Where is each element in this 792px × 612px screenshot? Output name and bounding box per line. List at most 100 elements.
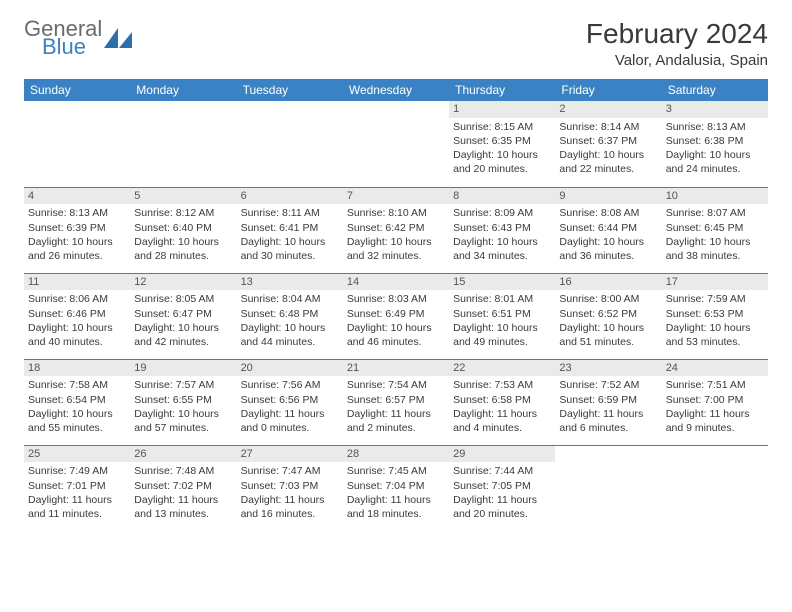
daylight-line: Daylight: 10 hours and 34 minutes. [453,235,551,263]
daylight-line: Daylight: 11 hours and 18 minutes. [347,493,445,521]
day-number: 25 [24,446,130,463]
daylight-line: Daylight: 10 hours and 53 minutes. [666,321,764,349]
daylight-line: Daylight: 10 hours and 55 minutes. [28,407,126,435]
sunrise-line: Sunrise: 8:09 AM [453,206,551,220]
day-number: 9 [555,188,661,205]
sunset-line: Sunset: 7:00 PM [666,393,764,407]
sunset-line: Sunset: 6:35 PM [453,134,551,148]
day-number: 26 [130,446,236,463]
sunset-line: Sunset: 6:59 PM [559,393,657,407]
sunrise-line: Sunrise: 8:04 AM [241,292,339,306]
day-number: 29 [449,446,555,463]
daylight-line: Daylight: 10 hours and 42 minutes. [134,321,232,349]
daylight-line: Daylight: 11 hours and 13 minutes. [134,493,232,521]
calendar-header-row: SundayMondayTuesdayWednesdayThursdayFrid… [24,79,768,101]
sunrise-line: Sunrise: 7:59 AM [666,292,764,306]
sunrise-line: Sunrise: 7:53 AM [453,378,551,392]
calendar-day-header: Friday [555,79,661,101]
sunset-line: Sunset: 6:58 PM [453,393,551,407]
daylight-line: Daylight: 10 hours and 26 minutes. [28,235,126,263]
calendar-week-row: 25Sunrise: 7:49 AMSunset: 7:01 PMDayligh… [24,445,768,531]
calendar-cell: 14Sunrise: 8:03 AMSunset: 6:49 PMDayligh… [343,273,449,359]
calendar-cell [343,101,449,187]
calendar-cell: 10Sunrise: 8:07 AMSunset: 6:45 PMDayligh… [662,187,768,273]
sunrise-line: Sunrise: 8:00 AM [559,292,657,306]
sunset-line: Sunset: 6:43 PM [453,221,551,235]
sunrise-line: Sunrise: 8:10 AM [347,206,445,220]
calendar-cell: 13Sunrise: 8:04 AMSunset: 6:48 PMDayligh… [237,273,343,359]
sunrise-line: Sunrise: 8:13 AM [28,206,126,220]
calendar-cell [130,101,236,187]
sunset-line: Sunset: 6:37 PM [559,134,657,148]
sunrise-line: Sunrise: 8:12 AM [134,206,232,220]
daylight-line: Daylight: 11 hours and 4 minutes. [453,407,551,435]
daylight-line: Daylight: 10 hours and 32 minutes. [347,235,445,263]
header: General Blue February 2024 Valor, Andalu… [24,18,768,69]
daylight-line: Daylight: 11 hours and 0 minutes. [241,407,339,435]
sunrise-line: Sunrise: 8:11 AM [241,206,339,220]
calendar-cell: 19Sunrise: 7:57 AMSunset: 6:55 PMDayligh… [130,359,236,445]
sunrise-line: Sunrise: 8:13 AM [666,120,764,134]
sunset-line: Sunset: 6:51 PM [453,307,551,321]
sunset-line: Sunset: 6:52 PM [559,307,657,321]
calendar-cell: 12Sunrise: 8:05 AMSunset: 6:47 PMDayligh… [130,273,236,359]
daylight-line: Daylight: 10 hours and 46 minutes. [347,321,445,349]
sunset-line: Sunset: 7:04 PM [347,479,445,493]
calendar-cell: 16Sunrise: 8:00 AMSunset: 6:52 PMDayligh… [555,273,661,359]
sunrise-line: Sunrise: 7:54 AM [347,378,445,392]
day-number: 2 [555,101,661,118]
calendar-cell: 1Sunrise: 8:15 AMSunset: 6:35 PMDaylight… [449,101,555,187]
calendar-cell [237,101,343,187]
calendar-day-header: Wednesday [343,79,449,101]
calendar-cell: 7Sunrise: 8:10 AMSunset: 6:42 PMDaylight… [343,187,449,273]
sunset-line: Sunset: 6:48 PM [241,307,339,321]
calendar-cell: 3Sunrise: 8:13 AMSunset: 6:38 PMDaylight… [662,101,768,187]
calendar-cell: 26Sunrise: 7:48 AMSunset: 7:02 PMDayligh… [130,445,236,531]
day-number: 1 [449,101,555,118]
sunset-line: Sunset: 6:56 PM [241,393,339,407]
calendar-week-row: 4Sunrise: 8:13 AMSunset: 6:39 PMDaylight… [24,187,768,273]
day-number: 6 [237,188,343,205]
sunset-line: Sunset: 6:45 PM [666,221,764,235]
sunrise-line: Sunrise: 7:44 AM [453,464,551,478]
calendar-cell: 11Sunrise: 8:06 AMSunset: 6:46 PMDayligh… [24,273,130,359]
day-number: 12 [130,274,236,291]
calendar-table: SundayMondayTuesdayWednesdayThursdayFrid… [24,79,768,531]
calendar-week-row: 18Sunrise: 7:58 AMSunset: 6:54 PMDayligh… [24,359,768,445]
day-number: 18 [24,360,130,377]
day-number: 22 [449,360,555,377]
sunrise-line: Sunrise: 7:51 AM [666,378,764,392]
sunset-line: Sunset: 6:54 PM [28,393,126,407]
calendar-cell: 8Sunrise: 8:09 AMSunset: 6:43 PMDaylight… [449,187,555,273]
calendar-day-header: Saturday [662,79,768,101]
day-number: 3 [662,101,768,118]
daylight-line: Daylight: 10 hours and 51 minutes. [559,321,657,349]
day-number: 15 [449,274,555,291]
sunset-line: Sunset: 6:42 PM [347,221,445,235]
sunset-line: Sunset: 6:47 PM [134,307,232,321]
calendar-cell: 9Sunrise: 8:08 AMSunset: 6:44 PMDaylight… [555,187,661,273]
calendar-cell: 2Sunrise: 8:14 AMSunset: 6:37 PMDaylight… [555,101,661,187]
daylight-line: Daylight: 10 hours and 20 minutes. [453,148,551,176]
daylight-line: Daylight: 11 hours and 6 minutes. [559,407,657,435]
calendar-cell: 24Sunrise: 7:51 AMSunset: 7:00 PMDayligh… [662,359,768,445]
sunrise-line: Sunrise: 8:14 AM [559,120,657,134]
calendar-cell: 28Sunrise: 7:45 AMSunset: 7:04 PMDayligh… [343,445,449,531]
calendar-cell: 6Sunrise: 8:11 AMSunset: 6:41 PMDaylight… [237,187,343,273]
sunrise-line: Sunrise: 8:06 AM [28,292,126,306]
sunset-line: Sunset: 6:49 PM [347,307,445,321]
day-number: 24 [662,360,768,377]
calendar-cell: 21Sunrise: 7:54 AMSunset: 6:57 PMDayligh… [343,359,449,445]
daylight-line: Daylight: 10 hours and 36 minutes. [559,235,657,263]
daylight-line: Daylight: 10 hours and 38 minutes. [666,235,764,263]
sunset-line: Sunset: 7:02 PM [134,479,232,493]
calendar-day-header: Monday [130,79,236,101]
sunrise-line: Sunrise: 8:07 AM [666,206,764,220]
calendar-cell: 20Sunrise: 7:56 AMSunset: 6:56 PMDayligh… [237,359,343,445]
day-number: 27 [237,446,343,463]
day-number: 23 [555,360,661,377]
sunrise-line: Sunrise: 8:01 AM [453,292,551,306]
calendar-cell [662,445,768,531]
calendar-cell [24,101,130,187]
sunset-line: Sunset: 6:44 PM [559,221,657,235]
